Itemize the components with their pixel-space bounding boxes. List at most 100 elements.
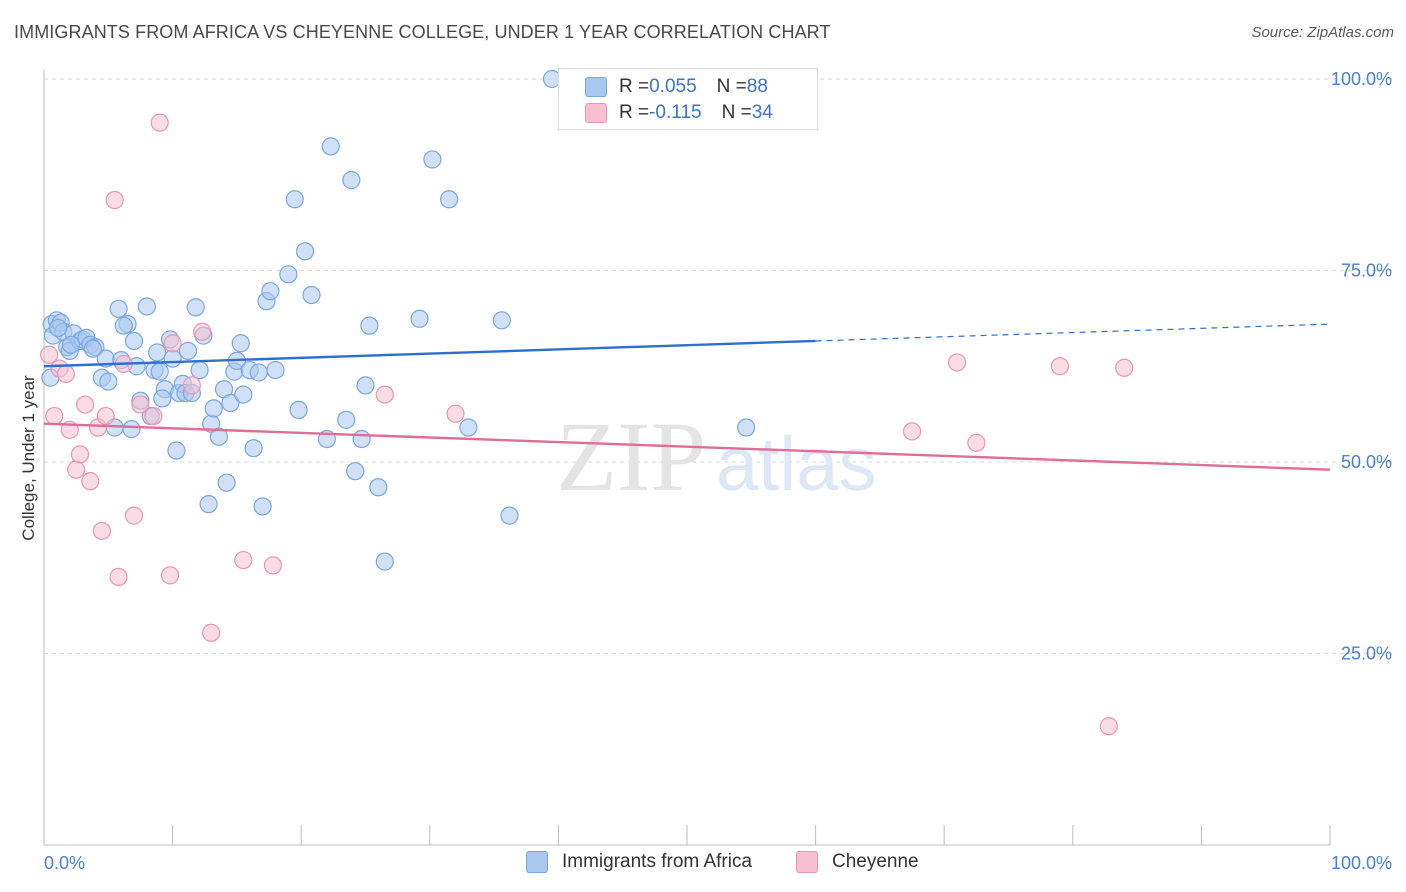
point-immigrants	[148, 343, 167, 362]
trend-line-immigrants-extension	[815, 323, 1331, 342]
point-immigrants	[737, 418, 756, 437]
point-immigrants	[217, 473, 236, 492]
point-immigrants	[285, 190, 304, 209]
point-immigrants	[137, 297, 156, 316]
point-cheyenne	[163, 334, 182, 353]
point-cheyenne	[81, 472, 100, 491]
point-immigrants	[492, 311, 511, 330]
point-immigrants	[342, 171, 361, 190]
legend-item-cheyenne[interactable]: Cheyenne	[796, 851, 919, 873]
legend-row-cheyenne: R = -0.115 N = 34	[585, 101, 773, 125]
point-immigrants	[346, 462, 365, 481]
point-cheyenne	[182, 376, 201, 395]
point-immigrants	[302, 285, 321, 305]
point-cheyenne	[45, 406, 64, 426]
source-label: Source: ZipAtlas.com	[1251, 24, 1394, 41]
point-cheyenne	[92, 521, 111, 541]
point-cheyenne	[70, 445, 90, 464]
point-cheyenne	[150, 113, 169, 132]
y-axis-label: College, Under 1 year	[19, 375, 38, 541]
point-cheyenne	[967, 433, 986, 452]
watermark-atlas: atlas	[716, 422, 877, 507]
legend-swatch-immigrants	[585, 77, 607, 97]
point-immigrants	[153, 389, 172, 408]
point-immigrants	[360, 316, 379, 335]
point-cheyenne	[124, 506, 144, 525]
legend-n-value: 88	[746, 76, 768, 97]
point-immigrants	[83, 339, 102, 358]
point-immigrants	[410, 309, 429, 328]
watermark: ZIP atlas	[556, 401, 877, 512]
point-immigrants	[178, 341, 198, 361]
point-cheyenne	[1115, 358, 1134, 377]
point-immigrants	[369, 478, 388, 497]
point-immigrants	[289, 400, 308, 420]
point-immigrants	[150, 362, 169, 381]
point-cheyenne	[96, 406, 115, 426]
legend-item-immigrants[interactable]: Immigrants from Africa	[526, 851, 752, 873]
point-cheyenne	[902, 422, 922, 441]
point-immigrants	[261, 282, 280, 301]
point-cheyenne	[56, 364, 75, 384]
point-immigrants	[500, 506, 519, 525]
legend-swatch-immigrants	[526, 851, 548, 873]
point-cheyenne	[446, 404, 465, 423]
point-cheyenne	[105, 190, 124, 210]
point-cheyenne	[263, 556, 283, 575]
trend-line-cheyenne	[43, 422, 1331, 471]
point-cheyenne	[1050, 357, 1070, 376]
legend-n-label: N =	[721, 102, 752, 123]
point-immigrants	[221, 393, 240, 413]
point-immigrants	[352, 429, 371, 449]
legend-r-value: -0.115	[649, 102, 702, 123]
point-immigrants	[109, 299, 128, 318]
legend-label-immigrants: Immigrants from Africa	[562, 851, 753, 872]
point-immigrants	[279, 265, 298, 284]
y-tick-label: 50.0%	[1341, 452, 1392, 472]
point-immigrants	[439, 190, 459, 209]
y-tick-label: 100.0%	[1331, 69, 1392, 89]
series-cheyenne-points	[40, 113, 1134, 736]
legend-r-label: R =	[619, 76, 650, 97]
point-immigrants	[295, 242, 315, 261]
y-tick-label: 75.0%	[1341, 261, 1392, 281]
x-tick-labels: 0.0% 100.0%	[44, 853, 1392, 873]
point-cheyenne	[947, 353, 967, 372]
y-tick-labels: 25.0% 50.0% 75.0% 100.0%	[1331, 69, 1392, 664]
axes	[43, 70, 1331, 846]
point-immigrants	[337, 410, 356, 429]
legend-swatch-cheyenne	[796, 851, 818, 873]
point-cheyenne	[131, 395, 150, 414]
point-cheyenne	[40, 345, 59, 364]
point-immigrants	[204, 399, 223, 418]
point-immigrants	[163, 349, 182, 368]
point-immigrants	[249, 363, 268, 382]
point-cheyenne	[202, 623, 221, 642]
point-immigrants	[124, 331, 144, 351]
point-immigrants	[199, 495, 218, 514]
point-cheyenne	[109, 567, 128, 587]
legend-swatch-cheyenne	[585, 103, 607, 123]
point-immigrants	[114, 316, 133, 335]
point-immigrants	[253, 497, 272, 516]
series-legend: Immigrants from Africa Cheyenne	[0, 851, 1406, 879]
point-immigrants	[423, 150, 442, 169]
point-immigrants	[356, 376, 375, 395]
legend-label-cheyenne: Cheyenne	[832, 851, 919, 872]
point-immigrants	[190, 360, 209, 380]
point-immigrants	[122, 419, 141, 439]
watermark-zip: ZIP	[556, 401, 706, 512]
point-immigrants	[266, 360, 285, 380]
point-cheyenne	[76, 395, 95, 414]
point-cheyenne	[67, 460, 86, 479]
point-immigrants	[375, 552, 394, 571]
point-immigrants	[234, 385, 253, 404]
point-cheyenne	[375, 385, 394, 404]
point-cheyenne	[144, 406, 163, 426]
legend-n-label: N =	[716, 76, 747, 97]
x-tick-label: 100.0%	[1331, 853, 1392, 873]
point-immigrants	[61, 335, 81, 354]
x-tick-label: 0.0%	[44, 853, 85, 873]
point-immigrants	[231, 334, 250, 353]
point-cheyenne	[193, 322, 212, 341]
